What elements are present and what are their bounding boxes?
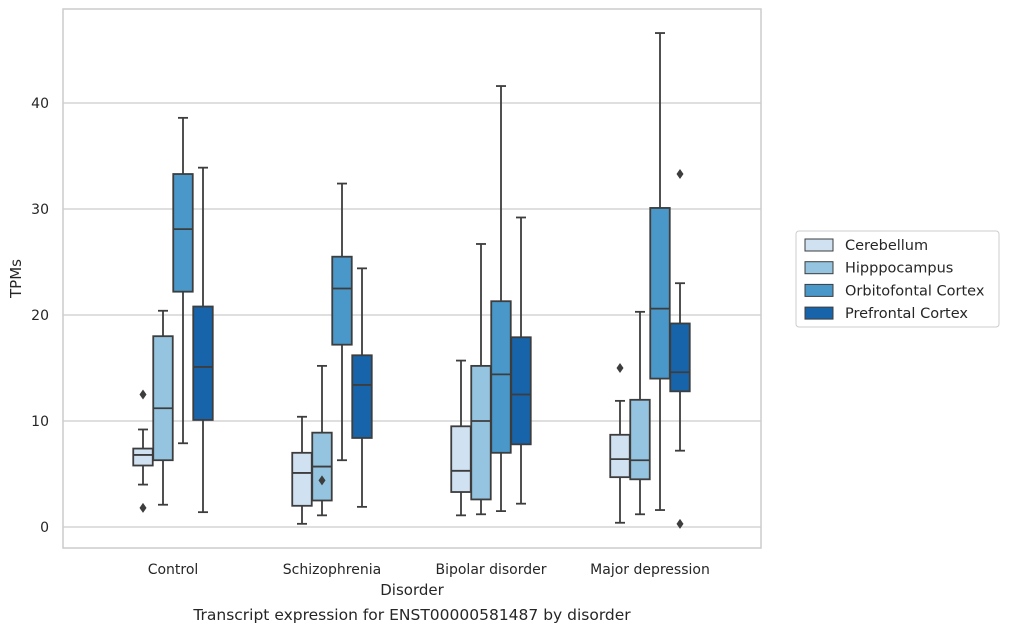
y-tick-label: 30 [31,202,49,218]
box-body [629,398,651,481]
y-axis-label: TPMs [7,259,25,299]
x-axis-label: Disorder [380,581,444,599]
y-tick-label: 10 [31,414,49,430]
outlier-point [139,389,147,400]
box-body [331,255,353,346]
box-body [152,335,174,462]
box-body [510,336,532,446]
box [192,166,214,514]
box [629,310,651,516]
legend-swatch [804,306,834,320]
box [351,267,373,508]
y-tick-label: 40 [31,96,49,112]
x-tick-label: Schizophrenia [283,562,381,578]
box [470,243,492,516]
outlier-point [616,363,624,373]
box [669,169,691,529]
box [649,32,671,511]
box-body [291,451,313,507]
box-body [609,433,631,479]
legend: Cerebellum Hipppocampus Orbitofontal Corte… [795,230,1000,328]
box-body [450,425,472,493]
series-prefrontal-cortex [192,166,691,529]
series-hipppocampus [152,243,651,517]
box [450,359,472,517]
x-tick-label: Bipolar disorder [435,562,546,578]
y-axis-ticks: 0 10 20 30 40 [31,96,49,536]
plot-frame [62,8,762,549]
outlier-point [676,518,684,529]
x-tick-label: Major depression [590,562,710,578]
box-body [649,207,671,380]
box [291,415,313,525]
x-tick-label: Control [148,562,199,578]
y-tick-label: 0 [40,520,49,536]
legend-label: Orbitofontal Cortex [845,283,985,299]
box [510,216,532,505]
legend-label: Prefrontal Cortex [845,306,968,322]
box-body [490,300,512,454]
box [490,85,512,513]
legend-label: Hipppocampus [845,261,953,277]
box [331,182,353,462]
series-orbitofontal-cortex [172,32,671,513]
box-body [669,322,691,393]
figure-caption: Transcript expression for ENST0000058148… [193,606,631,624]
outlier-point [318,475,326,486]
legend-frame [795,230,1000,328]
box [311,364,333,517]
legend-swatch [804,283,834,297]
box [172,116,194,445]
legend-label: Cerebellum [845,238,928,254]
box-series [132,32,691,529]
y-tick-label: 20 [31,308,49,324]
box-body [132,447,154,467]
legend-swatch [804,238,834,252]
outlier-point [676,169,684,180]
box-body [172,173,194,293]
box-body [351,354,373,439]
outlier-point [139,502,147,513]
box-body [470,364,492,501]
box-body [192,305,214,421]
box [152,309,174,506]
legend-swatch [804,261,834,275]
x-axis-ticks: Control Schizophrenia Bipolar disorder Majo… [148,562,710,578]
box [132,389,154,513]
box [609,363,631,524]
